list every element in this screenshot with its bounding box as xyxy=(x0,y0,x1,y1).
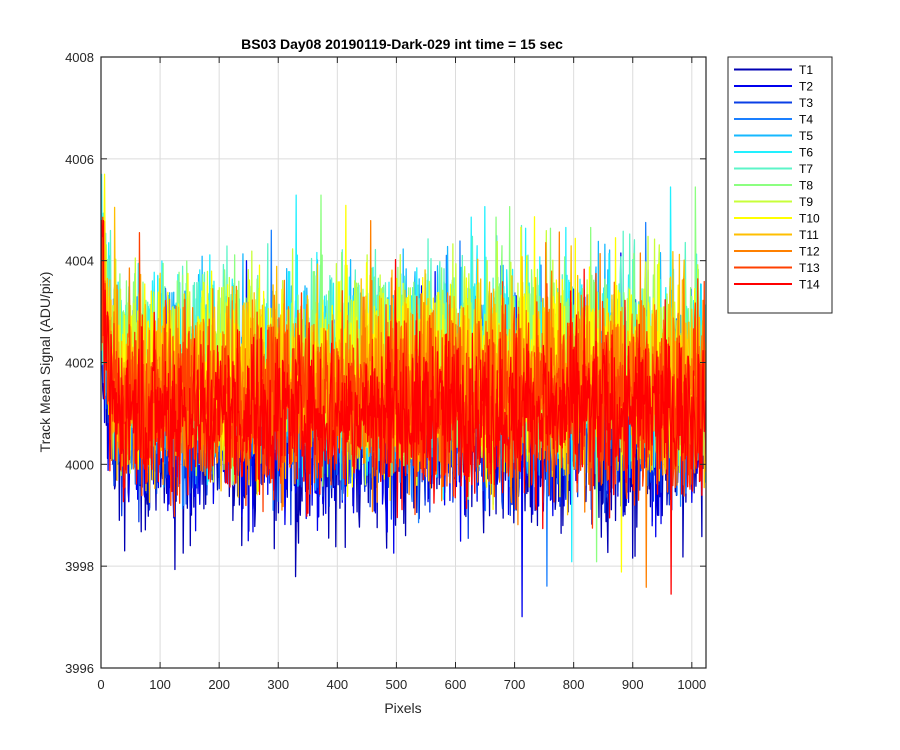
x-tick-label: 0 xyxy=(97,677,104,692)
legend-label-t6: T6 xyxy=(799,146,813,160)
x-tick-label: 500 xyxy=(386,677,408,692)
legend-label-t2: T2 xyxy=(799,80,813,94)
legend-label-t13: T13 xyxy=(799,261,820,275)
legend-label-t7: T7 xyxy=(799,162,813,176)
x-tick-label: 300 xyxy=(267,677,289,692)
legend-label-t8: T8 xyxy=(799,179,813,193)
legend-label-t10: T10 xyxy=(799,212,820,226)
y-tick-label: 3998 xyxy=(65,559,94,574)
x-tick-labels: 0 100 200 300 400 500 600 700 800 900 1000 xyxy=(97,677,706,692)
y-tick-label: 3996 xyxy=(65,661,94,676)
legend: T1 T2 T3 T4 T5 T6 T7 T8 T9 T10 T11 T12 T13 T14 xyxy=(727,56,833,314)
series-lines xyxy=(101,173,706,618)
legend-label-t14: T14 xyxy=(799,278,820,292)
legend-label-t5: T5 xyxy=(799,129,813,143)
x-tick-label: 1000 xyxy=(677,677,706,692)
legend-label-t11: T11 xyxy=(799,228,819,242)
x-tick-label: 900 xyxy=(622,677,644,692)
x-tick-label: 600 xyxy=(445,677,467,692)
x-tick-label: 200 xyxy=(208,677,230,692)
y-tick-label: 4008 xyxy=(65,50,94,65)
y-axis-label: Track Mean Signal (ADU/pix) xyxy=(37,272,53,453)
x-tick-label: 100 xyxy=(149,677,171,692)
x-axis-label: Pixels xyxy=(384,700,421,716)
legend-label-t12: T12 xyxy=(799,245,820,259)
y-tick-label: 4000 xyxy=(65,457,94,472)
legend-label-t9: T9 xyxy=(799,195,813,209)
y-tick-label: 4004 xyxy=(65,254,94,269)
x-tick-label: 700 xyxy=(504,677,526,692)
chart-title: BS03 Day08 20190119-Dark-029 int time = … xyxy=(241,36,563,52)
series-line-t14 xyxy=(101,219,706,595)
legend-label-t1: T1 xyxy=(799,63,813,77)
plot-area: 0 100 200 300 400 500 600 700 800 900 1000 3996399… xyxy=(65,50,707,692)
y-tick-label: 4006 xyxy=(65,152,94,167)
legend-label-t4: T4 xyxy=(799,113,813,127)
y-tick-labels: 3996 3998 4000 4002 4004 4006 4008 xyxy=(65,50,94,676)
legend-label-t3: T3 xyxy=(799,96,813,110)
axis-ticks xyxy=(100,56,706,669)
x-tick-label: 400 xyxy=(326,677,348,692)
y-tick-label: 4002 xyxy=(65,356,94,371)
x-tick-label: 800 xyxy=(563,677,585,692)
